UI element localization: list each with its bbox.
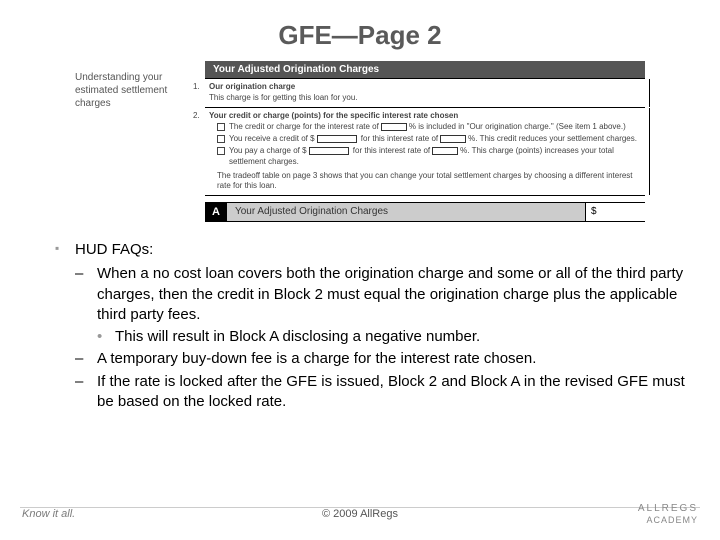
block-a-label: A (205, 203, 227, 221)
item2-c2: for this interest rate of (353, 146, 430, 155)
form-footer-amount: $ (585, 203, 645, 221)
form-item-2: 2. Your credit or charge (points) for th… (205, 107, 645, 197)
item2-a2: % is included in "Our origination charge… (409, 122, 626, 131)
item1-sub: This charge is for getting this loan for… (209, 93, 645, 104)
form-left-label: Understanding your estimated settlement … (75, 71, 195, 110)
checkbox-icon (217, 135, 225, 143)
item2-a: The credit or charge for the interest ra… (229, 122, 379, 131)
item2-note: The tradeoff table on page 3 shows that … (209, 171, 645, 193)
footer-copyright: © 2009 AllRegs (172, 508, 548, 520)
form-footer-row: A Your Adjusted Origination Charges $ (205, 202, 645, 222)
bullet-d2: A temporary buy-down fee is a charge for… (75, 349, 695, 369)
item2-c: You pay a charge of $ (229, 146, 307, 155)
footer-logo-bottom: ACADEMY (646, 515, 698, 525)
item2-title: Your credit or charge (points) for the s… (209, 111, 458, 120)
form-graphic: Understanding your estimated settlement … (75, 61, 645, 222)
form-footer-text: Your Adjusted Origination Charges (227, 203, 585, 221)
item2-b2: for this interest rate of (361, 134, 438, 143)
bullet-main: HUD FAQs: (55, 240, 695, 260)
form-item-1: 1. Our origination charge This charge is… (205, 78, 645, 107)
footer-logo-top: ALLREGS (638, 503, 698, 514)
footer-tagline: Know it all. (22, 508, 172, 520)
item1-num: 1. (193, 82, 200, 93)
footer-bar: Know it all. © 2009 AllRegs ALLREGS ACAD… (0, 502, 720, 526)
item1-title: Our origination charge (209, 82, 295, 91)
bullet-dot1: This will result in Block A disclosing a… (97, 327, 695, 347)
item2-num: 2. (193, 111, 200, 122)
slide-title: GFE—Page 2 (0, 0, 720, 61)
form-header-bar: Your Adjusted Origination Charges (205, 61, 645, 78)
bullet-d1: When a no cost loan covers both the orig… (75, 264, 695, 325)
footer-logo: ALLREGS ACADEMY (548, 502, 698, 526)
checkbox-icon (217, 147, 225, 155)
bullet-d3: If the rate is locked after the GFE is i… (75, 372, 695, 413)
item2-b: You receive a credit of $ (229, 134, 315, 143)
slide-content: HUD FAQs: When a no cost loan covers bot… (0, 222, 720, 412)
item2-b3: %. This credit reduces your settlement c… (468, 134, 637, 143)
checkbox-icon (217, 123, 225, 131)
